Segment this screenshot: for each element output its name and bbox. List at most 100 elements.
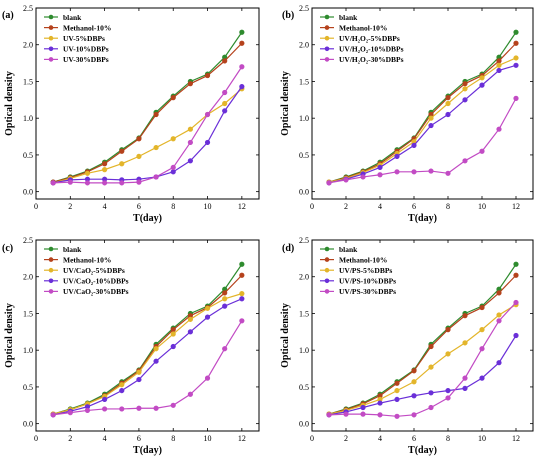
plot-frame: [311, 239, 534, 432]
x-tick-label: 0: [310, 434, 314, 443]
data-point: [496, 62, 502, 68]
panel-c: 0 2 4 6 8 10 12 0.0 0.5 1.0 1.5 2.0 2.5 T(day) Optical…: [2, 236, 260, 456]
x-tick-label: 8: [171, 202, 175, 211]
data-point: [360, 404, 366, 411]
y-tick-label: 2.0: [23, 273, 33, 282]
data-point: [513, 272, 519, 278]
data-point: [170, 95, 176, 101]
data-point: [239, 272, 245, 278]
data-point: [222, 346, 228, 352]
y-tick-label: 0.5: [299, 383, 309, 392]
data-point: [119, 382, 125, 388]
legend-swatch-marker: [324, 278, 330, 284]
x-tick-label: 10: [478, 434, 486, 443]
data-point: [119, 406, 125, 412]
data-point: [239, 296, 245, 302]
x-axis-title: T(day): [133, 213, 162, 224]
y-tick-label: 1.0: [23, 114, 33, 123]
data-point: [394, 153, 400, 159]
data-point: [102, 167, 108, 173]
legend-entry: UV/CaO₂-5%DBPs: [63, 266, 125, 275]
y-tick-label: 0.0: [299, 420, 309, 429]
legend-swatch-marker: [324, 246, 330, 252]
data-point: [496, 67, 502, 74]
data-point: [326, 180, 332, 186]
legend-entry: blank: [339, 13, 358, 22]
series-line: [328, 42, 517, 183]
plot-frame: [35, 239, 260, 432]
data-point: [377, 400, 383, 406]
data-point: [153, 358, 159, 364]
legend-swatch-marker: [324, 25, 330, 30]
y-axis-title: Optical density: [280, 303, 291, 368]
data-point: [479, 75, 485, 81]
panel-label: (b): [282, 10, 294, 21]
panel-d: 0 2 4 6 8 10 12 0.0 0.5 1.0 1.5 2.0 2.5 T(day) Optical…: [280, 236, 534, 456]
data-point: [153, 346, 159, 352]
panel-label: (c): [2, 243, 13, 254]
x-tick-label: 0: [310, 202, 314, 211]
y-tick-label: 2.0: [299, 273, 309, 282]
legend-entry: UV/H₂O₂-5%DBPs: [339, 34, 400, 43]
data-point: [187, 81, 193, 87]
data-point: [428, 122, 434, 129]
data-point: [222, 108, 228, 114]
data-point: [239, 40, 245, 46]
y-tick-label: 2.0: [23, 41, 33, 50]
x-tick-label: 6: [137, 434, 141, 443]
panel-label: (a): [2, 10, 14, 21]
legend-swatch-marker: [324, 57, 330, 62]
data-point: [204, 111, 211, 118]
data-point: [394, 169, 400, 175]
y-tick-label: 0.0: [23, 188, 33, 197]
data-point: [496, 312, 502, 318]
data-point: [411, 379, 417, 385]
legend-entry: blank: [63, 245, 82, 254]
series-line: [52, 31, 243, 183]
x-tick-label: 12: [238, 434, 246, 443]
x-tick-label: 4: [378, 434, 382, 443]
data-point: [187, 126, 193, 132]
data-point: [411, 393, 417, 399]
data-point: [428, 390, 434, 396]
data-point: [428, 343, 434, 350]
data-point: [479, 375, 485, 381]
data-point: [428, 115, 434, 121]
data-point: [187, 391, 193, 397]
y-tick-label: 0.0: [299, 188, 309, 197]
panel-a: 0 2 4 6 8 10 12 0.0 0.5 1.0 1.5 2.0 2.5 T(day) Optical…: [2, 4, 260, 224]
data-point: [84, 170, 91, 176]
plot-frame: [311, 7, 534, 200]
data-point: [239, 291, 245, 297]
data-point: [204, 375, 211, 381]
data-point: [343, 411, 349, 417]
data-point: [170, 327, 176, 333]
legend-entry: UV-30%DBPs: [63, 55, 109, 64]
legend-entry: UV/PS-5%DBPs: [339, 266, 392, 275]
x-tick-label: 10: [204, 202, 212, 211]
data-point: [411, 412, 417, 418]
x-tick-label: 12: [238, 202, 246, 211]
series-line: [328, 263, 517, 415]
y-tick-label: 2.5: [23, 236, 33, 245]
data-point: [513, 261, 519, 267]
data-point: [496, 58, 502, 64]
data-point: [187, 329, 193, 335]
x-axis-title: T(day): [408, 445, 437, 456]
legend-swatch-marker: [48, 289, 54, 294]
legend-swatch-marker: [324, 14, 330, 20]
data-point: [222, 290, 228, 296]
x-tick-label: 12: [512, 434, 520, 443]
data-point: [119, 180, 125, 186]
y-tick-label: 1.5: [299, 309, 309, 318]
data-point: [496, 318, 502, 324]
data-point: [50, 180, 56, 186]
data-point: [222, 303, 228, 309]
y-tick-label: 0.0: [23, 420, 33, 429]
data-point: [239, 29, 245, 35]
data-point: [496, 290, 502, 296]
data-point: [187, 316, 193, 322]
legend-entry: Methanol-10%: [339, 23, 387, 32]
y-tick-label: 2.0: [299, 41, 309, 50]
legend-swatch-marker: [48, 278, 54, 284]
